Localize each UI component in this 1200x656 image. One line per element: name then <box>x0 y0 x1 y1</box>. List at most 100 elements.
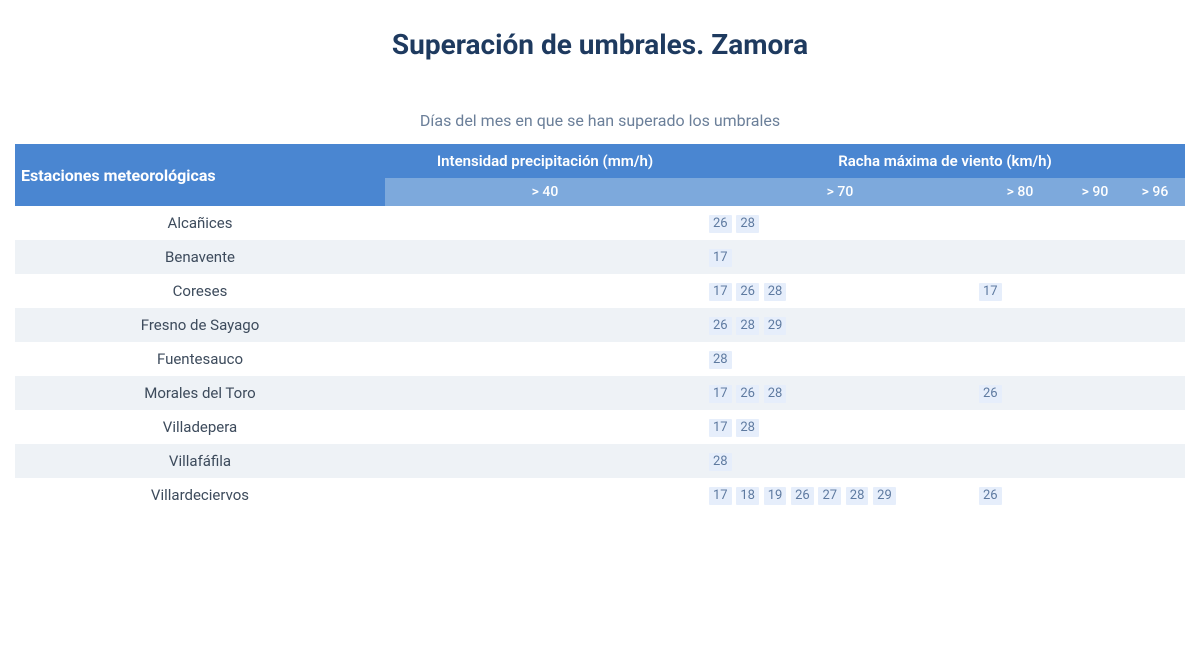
precip40-cell <box>385 206 705 240</box>
wind80-cell: 17 <box>975 274 1065 308</box>
header-precip-gt40: > 40 <box>385 178 705 206</box>
day-badge: 29 <box>764 317 787 336</box>
day-badge: 28 <box>764 283 787 302</box>
wind90-cell <box>1065 478 1125 512</box>
day-badge: 28 <box>846 487 869 506</box>
station-name-cell: Fuentesauco <box>15 342 385 376</box>
day-badge: 28 <box>736 317 759 336</box>
wind80-cell <box>975 206 1065 240</box>
day-badge: 18 <box>736 487 759 506</box>
day-badge: 28 <box>709 453 732 472</box>
day-badge: 17 <box>709 487 732 506</box>
day-badge: 26 <box>736 385 759 404</box>
wind96-cell <box>1125 478 1185 512</box>
wind96-cell <box>1125 376 1185 410</box>
wind70-cell: 28 <box>705 444 975 478</box>
page-subtitle: Días del mes en que se han superado los … <box>0 71 1200 144</box>
table-row: Morales del Toro17 26 2826 <box>15 376 1185 410</box>
day-badge: 26 <box>709 317 732 336</box>
precip40-cell <box>385 342 705 376</box>
wind90-cell <box>1065 240 1125 274</box>
wind80-cell: 26 <box>975 376 1065 410</box>
day-badge: 27 <box>818 487 841 506</box>
day-badge: 17 <box>709 419 732 438</box>
wind80-cell <box>975 308 1065 342</box>
table-row: Villafáfila 28 <box>15 444 1185 478</box>
table-row: Coreses17 26 2817 <box>15 274 1185 308</box>
wind96-cell <box>1125 308 1185 342</box>
station-name-cell: Villafáfila <box>15 444 385 478</box>
wind70-cell: 26 28 <box>705 206 975 240</box>
header-wind-gt96: > 96 <box>1125 178 1185 206</box>
day-badge: 17 <box>709 385 732 404</box>
table-row: Villadepera 17 28 <box>15 410 1185 444</box>
wind96-cell <box>1125 444 1185 478</box>
page-container: Superación de umbrales. Zamora Días del … <box>0 0 1200 512</box>
thresholds-table: Estaciones meteorológicas Intensidad pre… <box>15 144 1185 512</box>
day-badge: 19 <box>764 487 787 506</box>
station-name-cell: Villardeciervos <box>15 478 385 512</box>
station-name-cell: Alcañices <box>15 206 385 240</box>
day-badge: 26 <box>979 385 1002 404</box>
station-name-cell: Fresno de Sayago <box>15 308 385 342</box>
header-group-precip: Intensidad precipitación (mm/h) <box>385 144 705 178</box>
wind70-cell: 17 26 28 <box>705 274 975 308</box>
wind90-cell <box>1065 308 1125 342</box>
table-row: Alcañices 26 28 <box>15 206 1185 240</box>
precip40-cell <box>385 444 705 478</box>
wind96-cell <box>1125 410 1185 444</box>
day-badge: 26 <box>736 283 759 302</box>
station-name-cell: Morales del Toro <box>15 376 385 410</box>
table-row: Benavente 17 <box>15 240 1185 274</box>
wind70-cell: 26 28 29 <box>705 308 975 342</box>
station-name-cell: Villadepera <box>15 410 385 444</box>
wind96-cell <box>1125 206 1185 240</box>
wind96-cell <box>1125 240 1185 274</box>
wind96-cell <box>1125 274 1185 308</box>
day-badge: 26 <box>979 487 1002 506</box>
precip40-cell <box>385 240 705 274</box>
day-badge: 17 <box>709 283 732 302</box>
precip40-cell <box>385 376 705 410</box>
header-stations: Estaciones meteorológicas <box>15 144 385 206</box>
day-badge: 17 <box>709 249 732 268</box>
wind90-cell <box>1065 444 1125 478</box>
table-row: Villardeciervos17 18 19 26 27 28 2926 <box>15 478 1185 512</box>
header-wind-gt90: > 90 <box>1065 178 1125 206</box>
wind80-cell: 26 <box>975 478 1065 512</box>
wind80-cell <box>975 444 1065 478</box>
wind80-cell <box>975 342 1065 376</box>
wind90-cell <box>1065 342 1125 376</box>
wind96-cell <box>1125 342 1185 376</box>
day-badge: 17 <box>979 283 1002 302</box>
day-badge: 29 <box>873 487 896 506</box>
table-row: Fuentesauco 28 <box>15 342 1185 376</box>
day-badge: 26 <box>709 215 732 234</box>
wind70-cell: 17 26 28 <box>705 376 975 410</box>
header-group-wind: Racha máxima de viento (km/h) <box>705 144 1185 178</box>
precip40-cell <box>385 274 705 308</box>
page-title: Superación de umbrales. Zamora <box>0 0 1200 71</box>
wind70-cell: 17 18 19 26 27 28 29 <box>705 478 975 512</box>
station-name-cell: Coreses <box>15 274 385 308</box>
table-body: Alcañices 26 28 Benavente 17 Coreses 17 26 28… <box>15 206 1185 512</box>
day-badge: 28 <box>736 419 759 438</box>
wind90-cell <box>1065 206 1125 240</box>
wind90-cell <box>1065 410 1125 444</box>
station-name-cell: Benavente <box>15 240 385 274</box>
precip40-cell <box>385 410 705 444</box>
precip40-cell <box>385 478 705 512</box>
table-row: Fresno de Sayago 26 28 29 <box>15 308 1185 342</box>
day-badge: 28 <box>736 215 759 234</box>
header-wind-gt70: > 70 <box>705 178 975 206</box>
wind70-cell: 28 <box>705 342 975 376</box>
wind90-cell <box>1065 376 1125 410</box>
wind70-cell: 17 28 <box>705 410 975 444</box>
wind80-cell <box>975 410 1065 444</box>
precip40-cell <box>385 308 705 342</box>
wind90-cell <box>1065 274 1125 308</box>
day-badge: 26 <box>791 487 814 506</box>
day-badge: 28 <box>764 385 787 404</box>
header-wind-gt80: > 80 <box>975 178 1065 206</box>
wind70-cell: 17 <box>705 240 975 274</box>
